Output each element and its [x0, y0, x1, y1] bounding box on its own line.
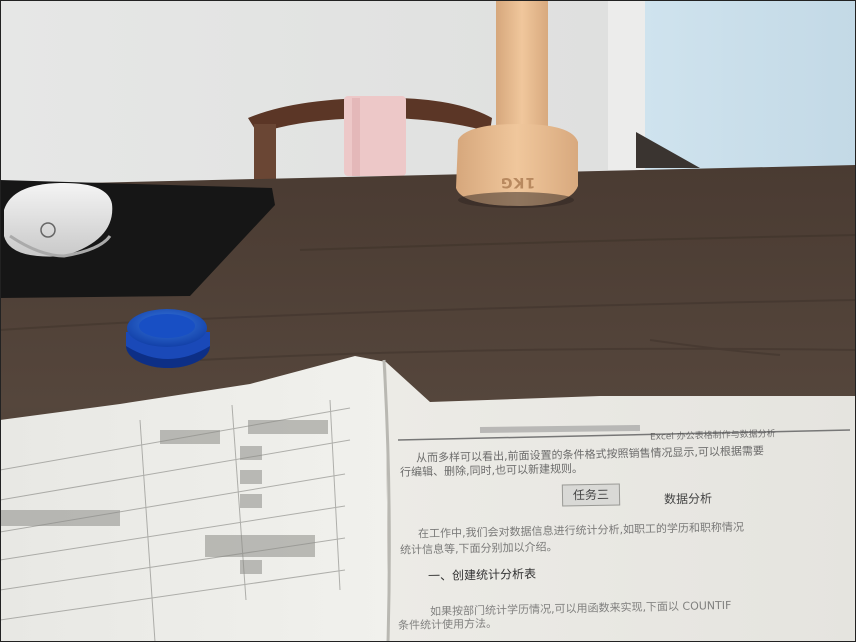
chair: [248, 96, 492, 180]
doorway: [645, 0, 856, 170]
book-section-title: 数据分析: [663, 491, 713, 507]
dumbbell: [456, 0, 578, 208]
door-floor-shadow: [636, 132, 700, 168]
desk-wood-grain: [0, 234, 856, 361]
open-book: [0, 356, 856, 642]
book-para3-line2: 条件统计使用方法。: [397, 616, 498, 633]
book-subheading: 一、创建统计分析表: [427, 566, 537, 584]
book-para2-line2: 统计信息等,下面分别加以介绍。: [399, 540, 558, 557]
book-section-chip: 任务三: [561, 483, 621, 507]
dumbbell-label: 1KG: [500, 174, 536, 190]
bottle-cap: [126, 309, 210, 368]
mouse: [4, 182, 113, 258]
